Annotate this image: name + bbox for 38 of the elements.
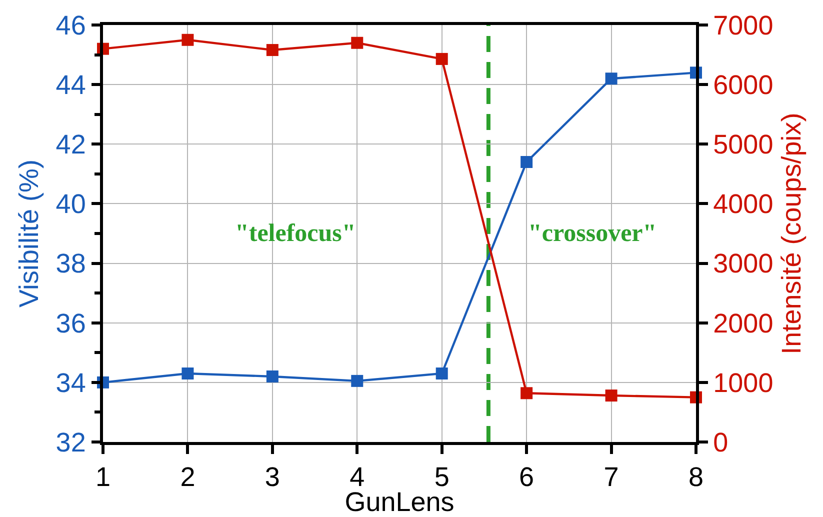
y2-tick-label: 0 <box>713 427 728 458</box>
point <box>266 370 278 382</box>
annotation: "crossover" <box>528 220 657 247</box>
y2-tick-label: 5000 <box>713 130 774 160</box>
y2-tick-label: 7000 <box>713 10 774 40</box>
x-tick-label: 7 <box>604 462 619 492</box>
point <box>520 156 533 168</box>
y2-tick-label: 1000 <box>713 368 774 398</box>
point <box>182 367 194 380</box>
y2-tick-label: 4000 <box>713 189 774 220</box>
y-tick-label: 38 <box>56 248 86 279</box>
y2-axis-title: Intensité (coups/pix) <box>776 112 807 354</box>
x-tick-label: 1 <box>95 462 111 492</box>
point <box>182 34 194 46</box>
point <box>605 72 618 85</box>
annotation: "telefocus" <box>235 220 356 247</box>
point <box>605 390 618 402</box>
x-tick-label: 2 <box>180 462 196 492</box>
point <box>351 374 364 387</box>
y-tick-label: 40 <box>56 189 86 220</box>
y-tick-label: 42 <box>56 130 86 160</box>
x-tick-label: 6 <box>519 462 534 492</box>
point <box>436 367 448 380</box>
point <box>520 387 533 400</box>
x-tick-label: 8 <box>688 462 704 492</box>
y-tick-label: 32 <box>56 427 86 458</box>
y2-tick-label: 3000 <box>713 248 774 279</box>
y-axis-title: Visibilité (%) <box>14 159 44 308</box>
point <box>266 44 278 56</box>
y-tick-label: 44 <box>56 70 86 100</box>
point <box>436 52 448 65</box>
y-tick-label: 46 <box>56 10 86 40</box>
point <box>351 36 364 49</box>
x-tick-label: 3 <box>264 462 280 492</box>
y-tick-label: 36 <box>56 308 86 338</box>
y2-tick-label: 2000 <box>713 308 774 338</box>
y2-tick-label: 6000 <box>713 70 774 100</box>
y-tick-label: 34 <box>56 368 86 398</box>
